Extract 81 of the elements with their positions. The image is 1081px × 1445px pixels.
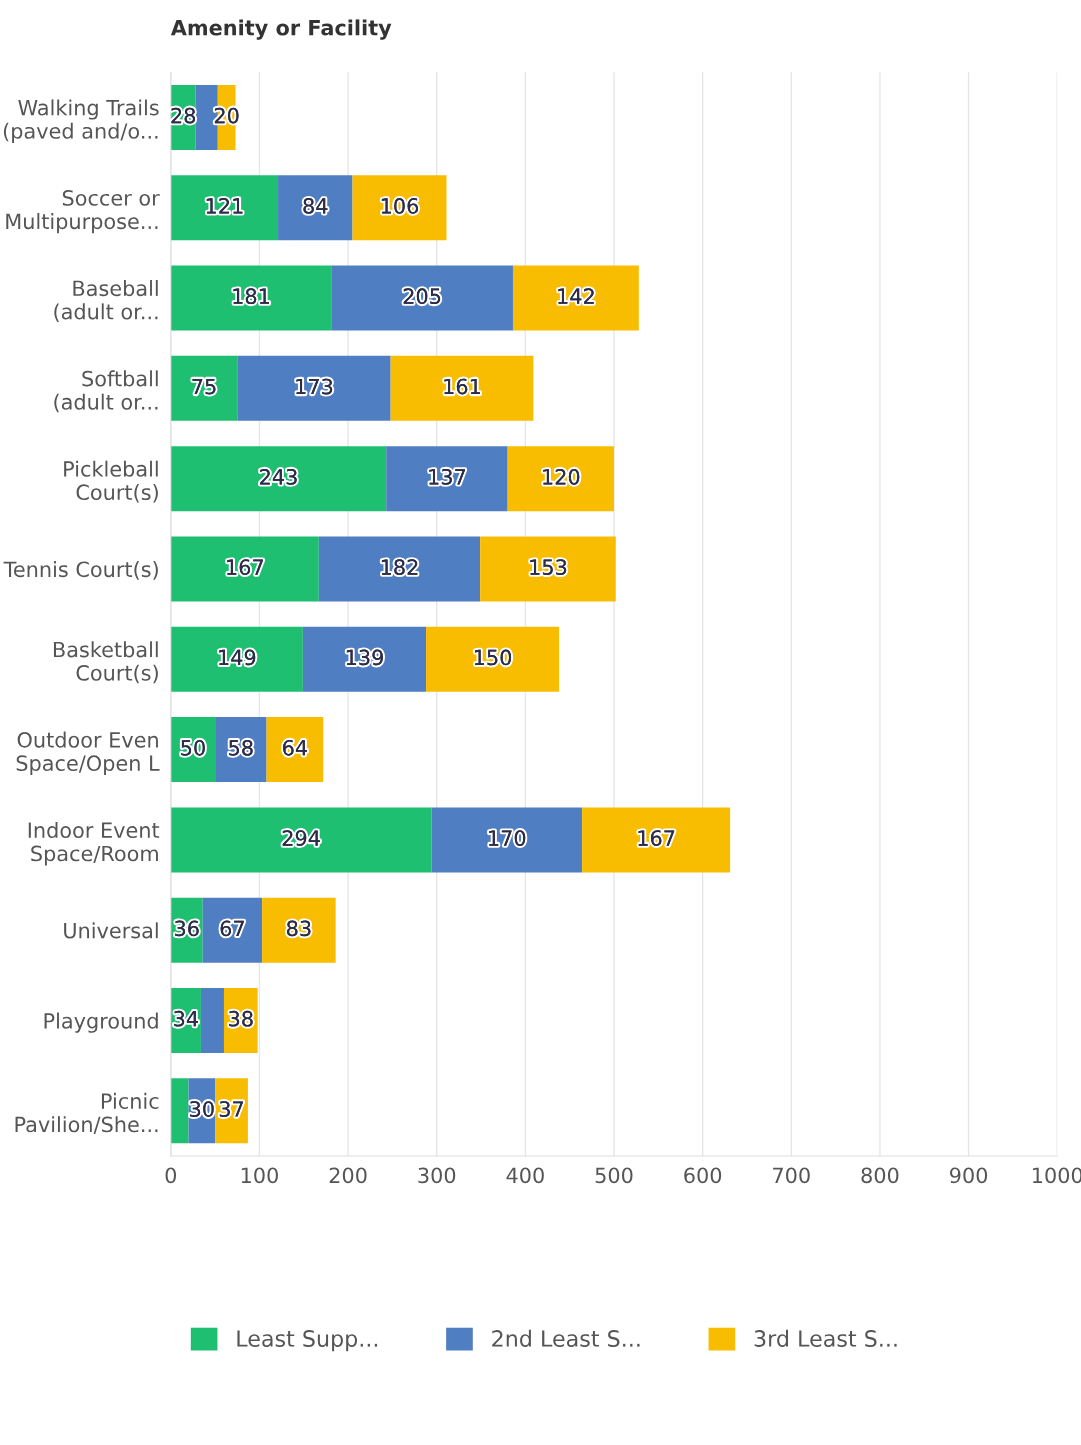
data-label: 83: [287, 920, 311, 937]
data-label: 37: [219, 1101, 243, 1117]
bar: [170, 265, 332, 331]
bar: [390, 355, 534, 421]
bar: [386, 446, 508, 512]
data-label: 75: [192, 378, 216, 395]
data-label: 167: [227, 559, 263, 576]
data-label: 50: [181, 739, 205, 756]
bar: [512, 265, 639, 331]
bar: [582, 807, 731, 873]
bar: [507, 446, 615, 512]
bar: [170, 626, 303, 692]
x-tick-label: 600: [684, 1167, 722, 1184]
data-label: 149: [219, 649, 256, 666]
data-label: 294: [282, 830, 320, 846]
bar: [262, 897, 336, 963]
data-label: 243: [260, 468, 297, 485]
bar: [237, 355, 391, 421]
bar: [318, 536, 481, 602]
x-tick-label: 0: [165, 1167, 177, 1184]
bar: [170, 807, 432, 873]
data-label: 64: [283, 739, 307, 756]
data-label: 120: [543, 468, 580, 485]
bar: [170, 536, 319, 602]
bar: [170, 355, 238, 421]
x-tick-label: 800: [861, 1167, 899, 1184]
bar: [431, 807, 583, 873]
data-label: 139: [346, 649, 383, 666]
legend-label: 3rd Least S...: [754, 1329, 897, 1347]
data-label: 173: [296, 378, 333, 395]
y-tick-label: Basketball Court(s): [53, 641, 158, 684]
legend-label: Least Supp...: [237, 1330, 378, 1352]
y-tick-label: Soccer or Multipurpose...: [6, 190, 160, 234]
data-label: 153: [530, 559, 567, 576]
y-tick-label: Walking Trails (paved and/o...: [3, 99, 159, 143]
data-label: 30: [190, 1101, 214, 1117]
bar: [170, 175, 279, 241]
x-tick-label: 300: [418, 1167, 456, 1184]
bar: [170, 1078, 189, 1144]
bar: [200, 988, 224, 1054]
y-tick-label: Picnic Pavilion/She...: [15, 1092, 159, 1134]
data-label: 161: [444, 378, 480, 395]
y-axis-title: Amenity or Facility: [170, 19, 392, 40]
data-label: 34: [174, 1010, 198, 1027]
data-label: 67: [220, 920, 244, 937]
x-tick-label: 200: [329, 1167, 367, 1184]
data-label: 167: [638, 830, 675, 846]
bar: [302, 626, 427, 692]
bar: [331, 265, 513, 331]
data-label: 142: [558, 288, 594, 304]
x-tick-label: 100: [241, 1167, 278, 1184]
data-label: 106: [381, 198, 419, 214]
data-label: 181: [233, 288, 269, 305]
bar: [278, 175, 353, 241]
data-label: 182: [381, 559, 418, 576]
bar: [480, 536, 616, 602]
x-tick-label: 900: [950, 1167, 988, 1184]
data-label: 38: [229, 1010, 253, 1027]
data-label: 170: [489, 830, 526, 846]
x-tick-label: 700: [773, 1167, 810, 1184]
x-tick-label: 500: [595, 1167, 633, 1184]
data-label: 84: [303, 198, 328, 214]
y-tick-label: Indoor Event Space/Room: [28, 821, 160, 866]
x-tick-label: 400: [506, 1167, 544, 1184]
data-label: 205: [403, 288, 441, 305]
y-tick-label: Playground: [44, 1012, 158, 1033]
y-tick-label: Outdoor Even Space/Open L: [16, 731, 160, 776]
data-label: 150: [474, 649, 512, 666]
bar: [426, 626, 560, 692]
y-tick-label: Softball (adult or...: [54, 370, 158, 413]
data-label: 36: [175, 920, 199, 937]
bar: [170, 446, 387, 512]
legend-label: 2nd Least S...: [492, 1329, 640, 1347]
y-tick-label: Pickleball Court(s): [64, 460, 158, 503]
y-tick-label: Universal: [64, 922, 158, 939]
data-label: 58: [229, 739, 253, 756]
y-tick-label: Baseball (adult or...: [54, 280, 158, 322]
y-tick-label: Tennis Court(s): [3, 561, 158, 580]
data-label: 121: [206, 198, 243, 214]
data-label: 28: [171, 107, 196, 124]
data-label: 137: [429, 468, 466, 485]
